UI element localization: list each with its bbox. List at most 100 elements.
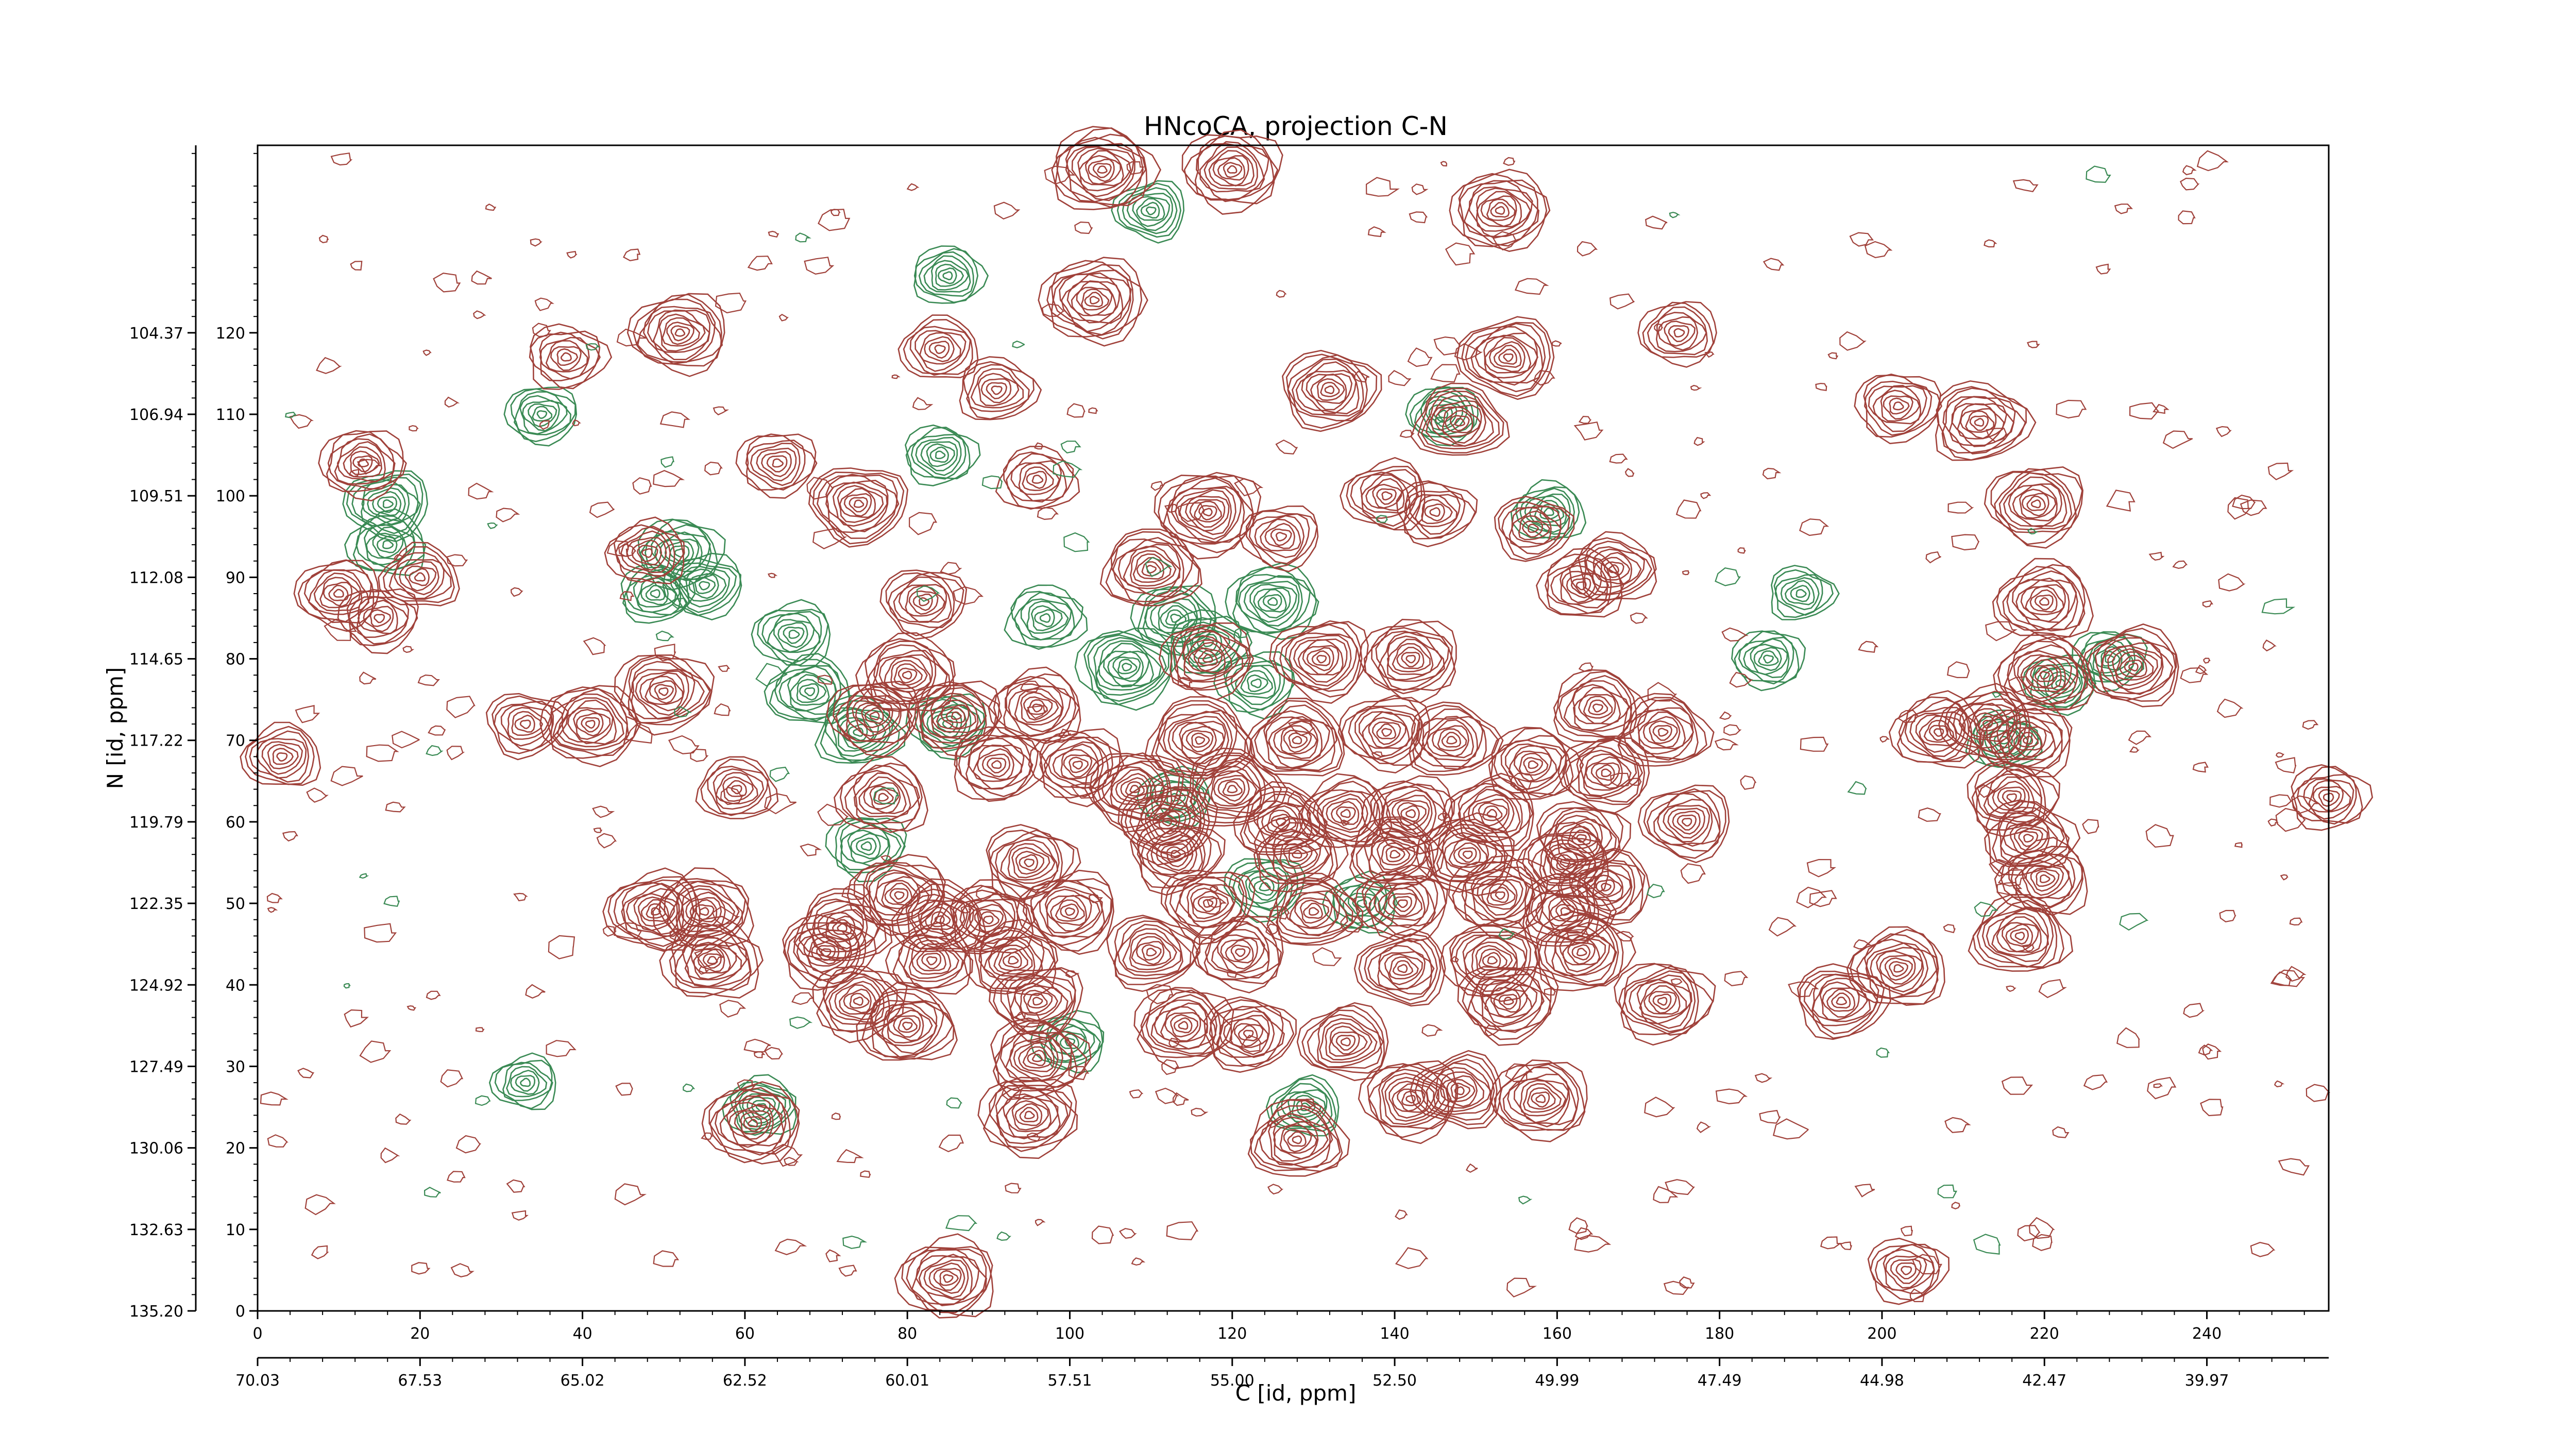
x-index-axis: 0 20 40 60 80 100 120 140 160 180 200 220 240 (252, 1311, 2305, 1343)
noise-contour (2183, 1003, 2205, 1018)
peak-119 (1239, 505, 1319, 572)
peak-contour-level (1289, 891, 1338, 929)
peak-contour-level (861, 988, 955, 1060)
noise-contour (2192, 762, 2209, 773)
peak-contour-level (1009, 977, 1069, 1022)
peak-contour-level (1303, 902, 1324, 919)
noise-contour (450, 1263, 474, 1277)
negative-peak-contour-level (659, 538, 700, 570)
peak-contour-level (1239, 505, 1319, 572)
negative-peak-contour-level (1010, 591, 1083, 650)
peak-89 (1984, 466, 2084, 549)
peak-contour-level (874, 1001, 938, 1054)
peak-contour-level (1536, 548, 1623, 618)
noise-contour (2267, 462, 2294, 480)
peak-contour-level (1484, 336, 1532, 374)
noise-contour (359, 873, 369, 879)
noise-contour (704, 461, 723, 476)
peak-contour-level (2014, 854, 2073, 900)
peak-contour-level (699, 907, 709, 916)
noise-contour (1946, 661, 1970, 679)
peak-contour-level (1397, 802, 1427, 827)
peak-contour-level (1885, 1255, 1927, 1289)
peak-contour-level (1023, 696, 1053, 721)
negative-peak-32 (488, 1052, 556, 1110)
peak-contour-level (887, 1009, 924, 1042)
peak-contour-level (388, 552, 452, 600)
peak-contour-level (700, 759, 772, 815)
peak-contour-level (853, 996, 863, 1006)
peak-contour-level (827, 915, 856, 940)
peak-contour-level (1649, 720, 1678, 745)
noise-contour (1514, 278, 1549, 295)
peak-contour-level (839, 487, 876, 518)
peak-contour-level (1195, 915, 1280, 985)
noise-contour (392, 731, 420, 749)
negative-peak-contour-level (699, 581, 710, 591)
negative-peak-contour-level (1132, 196, 1171, 227)
peak-contour-level (1297, 639, 1344, 676)
peak-contour-level (1140, 989, 1221, 1057)
y-index-tick-label: 100 (216, 487, 245, 506)
noise-contour (2128, 730, 2152, 745)
noise-contour (444, 396, 460, 408)
peak-contour-level (1889, 961, 1909, 978)
noise-contour (433, 273, 461, 293)
peak-contour-level (1590, 762, 1620, 786)
peak-contour-level (1136, 941, 1165, 965)
x-ppm-tick-label: 49.99 (1535, 1372, 1579, 1390)
peak-contour-level (748, 1119, 758, 1127)
noise-contour (1762, 467, 1782, 480)
peak-contour-level (1341, 695, 1425, 766)
noise-contour (1719, 711, 1732, 720)
noise-contour (383, 896, 400, 907)
peak-contour-level (1129, 550, 1177, 587)
peak-contour-level (394, 559, 445, 599)
noise-contour (447, 1171, 466, 1183)
y-ppm-tick-label: 104.37 (129, 325, 183, 343)
peak-contour-level (1664, 321, 1696, 347)
peak-contour-level (1370, 780, 1455, 850)
negative-peak-contour-level (920, 441, 958, 471)
peak-73 (1457, 966, 1559, 1046)
peak-contour-level (1982, 719, 1993, 729)
noise-contour (2182, 165, 2197, 176)
noise-contour (2106, 490, 2136, 512)
peak-contour-level (893, 576, 952, 623)
negative-peak-contour-level (1234, 665, 1276, 699)
negative-peak-contour-level (1149, 598, 1198, 639)
peak-contour-level (1346, 465, 1422, 530)
peak-contour-level (1652, 724, 1673, 741)
peak-contour-level (940, 704, 970, 729)
peak-contour-level (1657, 728, 1669, 737)
peak-contour-level (1990, 471, 2083, 545)
noise-contour (2274, 1080, 2285, 1088)
peak-contour-level (635, 670, 689, 716)
peak-contour-level (1089, 296, 1100, 305)
noise-contour (267, 1134, 289, 1148)
peak-contour-level (1273, 720, 1319, 760)
peak-contour-level (2100, 642, 2164, 695)
noise-contour (1876, 1047, 1890, 1058)
noise-contour (1772, 1118, 1809, 1140)
negative-peak-contour-level (685, 568, 727, 602)
peak-contour-level (1358, 1060, 1457, 1144)
peak-contour-level (1031, 475, 1044, 484)
peak-contour-level (1188, 642, 1226, 673)
noise-contour (2153, 403, 2170, 414)
peak-contour-level (1091, 752, 1173, 821)
peak-contour-level (2115, 651, 2154, 681)
peak-contour-level (864, 707, 884, 724)
peak-contour-level (905, 585, 946, 617)
peak-contour-level (1330, 801, 1360, 825)
peak-contour-level (1575, 581, 1587, 591)
peak-contour-level (1486, 198, 1516, 221)
noise-contour (1943, 924, 1956, 933)
peak-contour-level (1444, 835, 1489, 874)
negative-peak-contour-level (1405, 386, 1479, 447)
peak-contour-level (707, 765, 769, 816)
peak-contour-level (1377, 632, 1445, 682)
peak-81 (1410, 1050, 1502, 1130)
peak-contour-level (1543, 807, 1621, 866)
peak-contour-level (2018, 732, 2039, 748)
